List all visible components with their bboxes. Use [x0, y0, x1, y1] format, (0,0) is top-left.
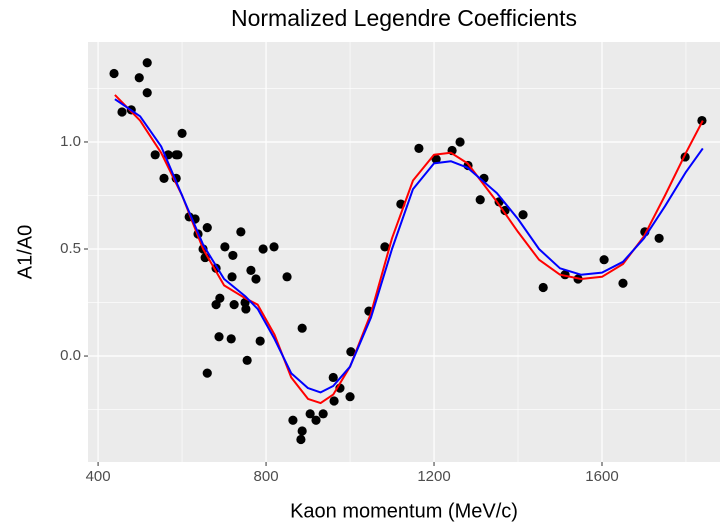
point: [134, 73, 144, 83]
point: [414, 143, 424, 153]
point: [269, 242, 279, 252]
point: [246, 265, 256, 276]
point: [214, 332, 224, 342]
y-tick-label: 1.0: [60, 133, 81, 150]
point: [475, 195, 485, 205]
point: [618, 278, 628, 288]
point: [599, 255, 609, 265]
point: [236, 227, 246, 237]
point: [318, 409, 328, 419]
point: [455, 137, 465, 147]
point: [220, 242, 230, 252]
point: [227, 272, 237, 282]
point: [142, 58, 152, 68]
y-tick-label: 0.0: [60, 347, 81, 364]
point: [150, 150, 160, 160]
y-axis-label: A1/A0: [14, 225, 36, 279]
y-tick-label: 0.5: [60, 240, 81, 257]
point: [518, 210, 528, 220]
smooth-line: [114, 94, 704, 405]
point: [305, 409, 315, 419]
panel: [88, 42, 720, 462]
point: [538, 282, 548, 293]
point: [173, 150, 183, 160]
point: [255, 336, 265, 346]
point: [117, 107, 127, 117]
point: [380, 242, 390, 252]
chart-title: Normalized Legendre Coefficients: [231, 5, 577, 31]
point: [311, 415, 321, 425]
x-axis-label: Kaon momentum (MeV/c): [290, 500, 518, 522]
point: [229, 300, 239, 310]
point: [296, 434, 306, 445]
point: [258, 244, 268, 254]
point: [431, 154, 441, 164]
point: [228, 250, 238, 261]
point: [109, 68, 119, 79]
point: [215, 293, 225, 303]
smooth-line: [114, 98, 704, 394]
point: [159, 173, 169, 183]
point: [328, 372, 338, 383]
point: [346, 347, 356, 357]
point: [241, 304, 251, 314]
x-tick-label: 1600: [585, 468, 618, 485]
point: [251, 274, 261, 284]
point: [242, 355, 252, 365]
point: [297, 426, 307, 436]
point: [202, 222, 212, 233]
point: [142, 88, 152, 98]
point: [288, 415, 298, 425]
point: [226, 334, 236, 344]
point: [345, 392, 355, 402]
x-tick-label: 400: [86, 468, 111, 485]
point: [282, 272, 292, 282]
point: [297, 323, 307, 333]
point: [202, 368, 212, 378]
point: [329, 396, 339, 406]
point: [654, 233, 664, 243]
point: [500, 205, 510, 216]
x-tick-label: 1200: [417, 468, 450, 485]
x-tick-label: 800: [254, 468, 279, 485]
point: [177, 128, 187, 139]
